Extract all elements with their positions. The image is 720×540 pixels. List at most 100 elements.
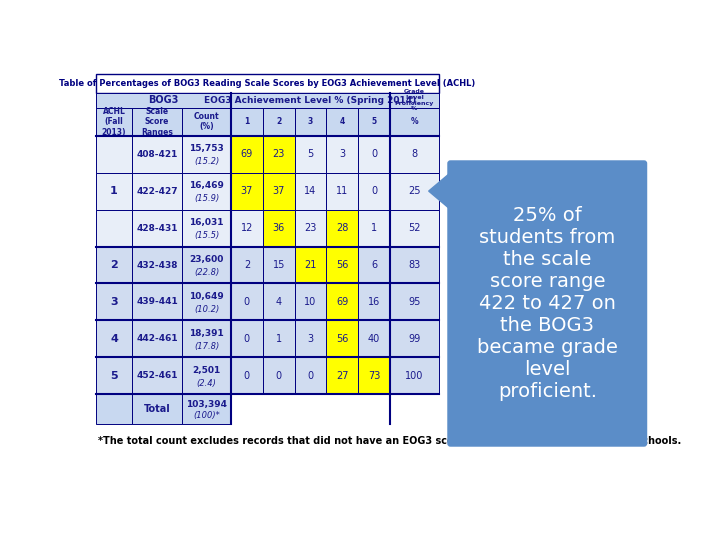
Text: 1: 1: [110, 186, 118, 196]
Text: (10.2): (10.2): [194, 305, 220, 314]
Text: (100)*: (100)*: [193, 411, 220, 420]
Text: 428-431: 428-431: [136, 224, 178, 233]
Text: 100: 100: [405, 371, 423, 381]
Text: 4: 4: [340, 117, 345, 126]
Bar: [96, 108, 132, 136]
Text: 16,031: 16,031: [189, 218, 224, 227]
Text: 5: 5: [307, 149, 314, 159]
FancyBboxPatch shape: [447, 160, 647, 447]
Bar: [263, 320, 294, 357]
Bar: [182, 357, 231, 394]
Bar: [182, 394, 231, 423]
Bar: [96, 136, 132, 173]
Bar: [294, 136, 326, 173]
Text: 18,391: 18,391: [189, 329, 224, 338]
Text: (15.2): (15.2): [194, 157, 220, 166]
Text: 99: 99: [408, 334, 420, 344]
Text: 1: 1: [276, 334, 282, 344]
Bar: [182, 247, 231, 284]
Text: 2: 2: [244, 260, 250, 270]
Text: 56: 56: [336, 334, 348, 344]
Text: BOG3: BOG3: [148, 95, 179, 105]
Bar: [359, 320, 390, 357]
Polygon shape: [428, 170, 454, 213]
Bar: [326, 210, 359, 247]
Bar: [263, 136, 294, 173]
Text: *The total count excludes records that did not have an EOG3 score and students w: *The total count excludes records that d…: [98, 436, 681, 446]
Text: 6: 6: [371, 260, 377, 270]
Text: 15,753: 15,753: [189, 144, 224, 153]
Bar: [132, 210, 182, 247]
Text: 8: 8: [411, 149, 418, 159]
Text: 95: 95: [408, 297, 420, 307]
Bar: [390, 173, 438, 210]
Bar: [359, 284, 390, 320]
Bar: [263, 173, 294, 210]
Bar: [231, 320, 263, 357]
Text: 16: 16: [368, 297, 380, 307]
Bar: [231, 284, 263, 320]
Text: (15.9): (15.9): [194, 194, 220, 203]
Bar: [326, 357, 359, 394]
Bar: [96, 284, 132, 320]
Bar: [263, 284, 294, 320]
Bar: [294, 320, 326, 357]
Text: 2: 2: [276, 117, 282, 126]
Bar: [96, 92, 231, 108]
Bar: [390, 136, 438, 173]
Text: 56: 56: [336, 260, 348, 270]
Bar: [182, 284, 231, 320]
Bar: [182, 320, 231, 357]
Text: 4: 4: [110, 334, 118, 344]
Bar: [294, 247, 326, 284]
Bar: [231, 108, 263, 136]
Text: 103,394: 103,394: [186, 400, 227, 409]
Bar: [390, 320, 438, 357]
Text: 422-427: 422-427: [136, 187, 178, 195]
Bar: [390, 247, 438, 284]
Bar: [182, 173, 231, 210]
Text: (22.8): (22.8): [194, 268, 220, 277]
Bar: [326, 320, 359, 357]
Bar: [132, 357, 182, 394]
Bar: [96, 357, 132, 394]
Text: 11: 11: [336, 186, 348, 196]
Text: (17.8): (17.8): [194, 342, 220, 351]
Text: Scale
Score
Ranges: Scale Score Ranges: [141, 107, 173, 137]
Text: 0: 0: [244, 371, 250, 381]
Text: 4: 4: [276, 297, 282, 307]
Text: 408-421: 408-421: [136, 150, 178, 159]
Bar: [132, 136, 182, 173]
Text: 52: 52: [408, 223, 420, 233]
Bar: [231, 92, 390, 108]
Bar: [96, 210, 132, 247]
Text: 23,600: 23,600: [189, 255, 224, 264]
Text: 40: 40: [368, 334, 380, 344]
Bar: [390, 92, 438, 108]
Text: (2.4): (2.4): [197, 379, 217, 388]
Bar: [96, 173, 132, 210]
Text: Table of Percentages of BOG3 Reading Scale Scores by EOG3 Achievement Level (ACH: Table of Percentages of BOG3 Reading Sca…: [59, 79, 476, 88]
Bar: [96, 320, 132, 357]
Text: Count
(%): Count (%): [194, 112, 220, 131]
Text: 23: 23: [305, 223, 317, 233]
Text: 2: 2: [110, 260, 118, 270]
Text: 3: 3: [307, 334, 314, 344]
Bar: [182, 136, 231, 173]
Bar: [326, 284, 359, 320]
Bar: [132, 108, 182, 136]
Text: 5: 5: [110, 371, 118, 381]
Text: 28: 28: [336, 223, 348, 233]
Bar: [390, 284, 438, 320]
Text: 3: 3: [339, 149, 346, 159]
Bar: [231, 357, 263, 394]
Text: 12: 12: [240, 223, 253, 233]
Bar: [326, 108, 359, 136]
Text: 21: 21: [305, 260, 317, 270]
Bar: [132, 320, 182, 357]
Text: 10,649: 10,649: [189, 292, 224, 301]
Text: 36: 36: [273, 223, 285, 233]
Bar: [359, 357, 390, 394]
Text: 432-438: 432-438: [136, 260, 178, 269]
Bar: [96, 247, 132, 284]
